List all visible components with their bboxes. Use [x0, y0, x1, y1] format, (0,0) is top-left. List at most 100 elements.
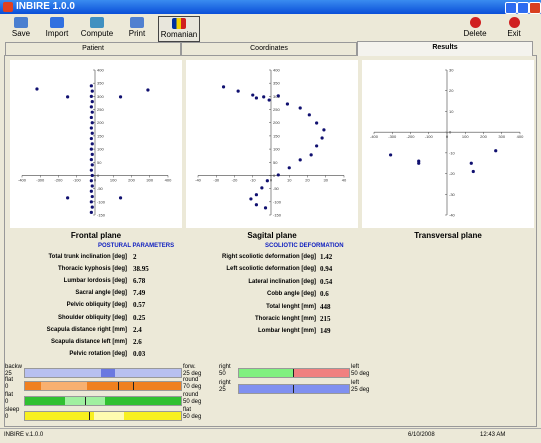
point	[389, 153, 393, 157]
gauge-label: flat	[5, 392, 14, 398]
toolbar-button[interactable]: Import	[40, 16, 74, 40]
x-tick-label: -300	[388, 134, 397, 139]
gauge-bar	[238, 384, 350, 394]
point	[66, 196, 70, 200]
point	[89, 105, 93, 109]
button-icon	[14, 17, 28, 28]
toolbar-button[interactable]: Delete	[457, 16, 493, 40]
point	[285, 102, 290, 106]
point	[90, 89, 94, 93]
x-tick-label: 200	[128, 177, 135, 182]
status-field: 6/10/2008	[408, 432, 435, 438]
x-tick-label: 0	[446, 134, 449, 139]
gauge-label: round	[183, 392, 199, 398]
toolbar-button[interactable]: Print	[120, 16, 154, 40]
gauge-bar	[24, 396, 182, 406]
x-tick-label: -200	[54, 177, 63, 182]
toolbar-button[interactable]: Romanian	[158, 16, 200, 42]
y-tick-label: 200	[97, 120, 104, 125]
gauge-label: 50 deg	[351, 371, 370, 377]
point	[89, 115, 93, 120]
gauge-label: backw	[5, 364, 23, 370]
param-value: 149	[320, 327, 331, 336]
point	[260, 186, 264, 190]
x-tick-label: -100	[73, 177, 82, 182]
window-title: INBIRE 1.0.0	[16, 1, 75, 12]
y-tick-label: 200	[273, 120, 280, 125]
point	[89, 189, 93, 193]
point	[35, 87, 39, 91]
tab[interactable]: Results	[357, 41, 533, 56]
minimize-button[interactable]	[505, 2, 517, 14]
y-tick-label: -40	[449, 213, 456, 218]
point	[417, 161, 421, 165]
gauge-label: right	[219, 380, 231, 386]
toolbar-button[interactable]: Exit	[496, 16, 532, 40]
gauge-bar	[238, 368, 350, 378]
param-label: Lombar lenght [mm]	[258, 328, 316, 335]
gauge-label: right	[219, 364, 231, 370]
gauge-label: 25 deg	[183, 371, 202, 377]
y-tick-label: 250	[273, 107, 280, 112]
button-label: Save	[11, 29, 31, 38]
param-value: 7.49	[133, 289, 146, 298]
point	[249, 197, 253, 201]
toolbar-button[interactable]: Compute	[80, 16, 114, 40]
y-tick-label: 150	[273, 133, 280, 138]
point	[89, 168, 93, 172]
param-value: 1.42	[320, 253, 333, 261]
param-label: Pelvic rotation [deg]	[69, 350, 127, 357]
point	[90, 205, 94, 209]
point	[309, 153, 313, 157]
x-tick-label: -30	[213, 177, 220, 182]
param-label: Scapula distance right [mm]	[46, 326, 127, 333]
button-label: Compute	[80, 29, 114, 38]
y-tick-label: -10	[449, 150, 456, 155]
point	[90, 142, 94, 146]
y-tick-label: 10	[449, 109, 454, 114]
param-label: Right scoliotic deformation [deg]	[222, 254, 316, 260]
tab[interactable]: Coordinates	[181, 42, 357, 55]
param-label: Lateral inclination [deg]	[248, 278, 316, 285]
gauge-segment	[294, 369, 349, 377]
y-tick-label: 0	[449, 130, 452, 135]
gauge-label: flat	[183, 407, 192, 413]
title-bar: INBIRE 1.0.0	[0, 0, 541, 14]
y-tick-label: 50	[273, 160, 278, 165]
param-value: 0.25	[133, 313, 146, 322]
button-icon	[50, 17, 64, 28]
maximize-button[interactable]	[517, 2, 529, 14]
param-value: 448	[320, 302, 331, 311]
point	[89, 94, 93, 98]
tab[interactable]: Patient	[5, 42, 181, 55]
x-tick-label: 100	[110, 177, 117, 182]
param-value: 38.95	[133, 265, 149, 274]
gauge-label: 25	[5, 371, 12, 377]
x-tick-label: -400	[370, 134, 379, 139]
point	[89, 147, 93, 151]
x-tick-label: 400	[165, 177, 172, 182]
x-tick-label: -100	[425, 134, 434, 139]
gauge-marker	[293, 369, 294, 377]
x-tick-label: 30	[324, 177, 329, 182]
param-value: 2.4	[133, 325, 142, 334]
point	[263, 206, 268, 210]
gauge-label: sleep	[5, 407, 20, 413]
gauge-label: 0	[5, 384, 9, 390]
y-tick-label: -150	[273, 213, 282, 218]
gauge-label: round	[183, 377, 199, 383]
point	[298, 106, 302, 110]
status-field: INBIRE v.1.0.0	[4, 432, 44, 438]
toolbar-button[interactable]: Save	[4, 16, 38, 40]
button-icon	[130, 17, 144, 28]
point	[90, 100, 94, 104]
point	[118, 95, 123, 99]
gauge-label: 25 deg	[351, 387, 370, 393]
param-value: 2	[133, 253, 137, 261]
plot-area	[186, 60, 358, 228]
point	[90, 173, 94, 178]
point	[320, 136, 324, 140]
y-tick-label: 400	[97, 68, 104, 73]
button-label: Exit	[507, 29, 521, 38]
